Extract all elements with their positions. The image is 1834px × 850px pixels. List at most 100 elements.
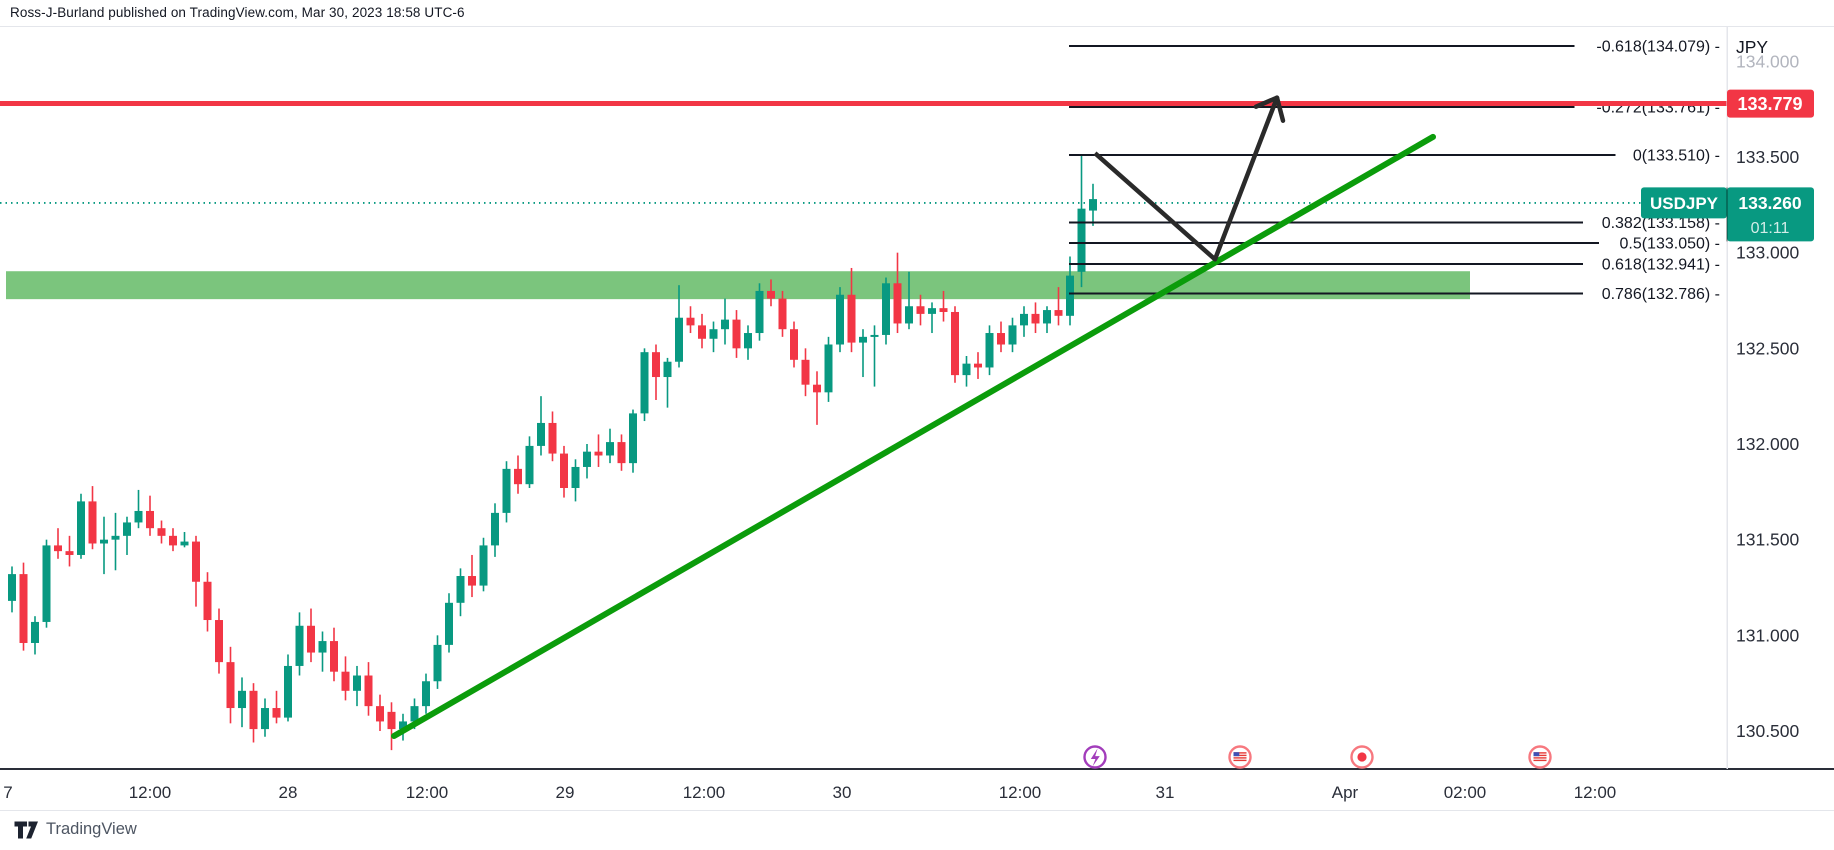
candlestick — [767, 290, 775, 299]
symbol-badge-label: USDJPY — [1650, 194, 1719, 213]
price-axis-label: 132.000 — [1736, 434, 1800, 454]
candlestick — [31, 621, 39, 643]
candlestick — [468, 576, 476, 586]
candlestick — [88, 501, 97, 544]
candlestick — [755, 290, 764, 334]
candlestick — [606, 442, 614, 456]
candlestick — [295, 625, 304, 666]
tradingview-logo-icon — [14, 821, 38, 838]
candlestick — [514, 468, 522, 485]
candlestick — [422, 681, 430, 707]
candlestick-chart-svg[interactable]: -0.618(134.079) --0.272(133.761) -0(133.… — [0, 27, 1834, 810]
candlestick — [261, 708, 269, 730]
time-axis-label: 12:00 — [683, 783, 726, 802]
candlestick — [1077, 208, 1086, 272]
candlestick — [870, 334, 879, 337]
candlestick — [928, 308, 936, 314]
fib-level-label: 0.618(132.941) - — [1602, 256, 1720, 273]
tradingview-logo[interactable]: TradingView — [14, 820, 137, 839]
support-zone-rect[interactable] — [6, 271, 1470, 300]
candlestick — [169, 535, 177, 546]
candlestick — [491, 512, 499, 546]
candlestick — [42, 545, 51, 622]
flag-stripe — [1233, 754, 1247, 757]
candlestick — [215, 620, 223, 663]
price-axis-label: 134.000 — [1736, 51, 1800, 71]
us-flag-event-icon[interactable] — [1228, 745, 1252, 769]
candlestick — [157, 528, 166, 536]
price-axis-label: 132.500 — [1736, 338, 1800, 358]
candlestick — [1008, 325, 1017, 345]
bar-countdown: 01:11 — [1751, 220, 1790, 237]
time-axis-label: 30 — [833, 783, 852, 802]
footer-bar: TradingView — [0, 810, 1834, 850]
candlestick — [353, 675, 361, 691]
candlestick — [502, 468, 511, 513]
lightning-bolt-glyph — [1090, 748, 1100, 767]
candlestick — [376, 706, 384, 722]
time-axis-label: 12:00 — [406, 783, 449, 802]
candlestick — [1043, 310, 1051, 324]
flag-canton — [1533, 752, 1540, 757]
candlestick — [824, 344, 833, 393]
candlestick — [330, 641, 338, 672]
candlestick — [790, 329, 798, 360]
last-price-value: 133.260 — [1738, 193, 1802, 213]
candlestick — [836, 294, 844, 345]
alert-price-value: 133.779 — [1737, 94, 1802, 114]
price-axis-label: 133.500 — [1736, 147, 1800, 167]
candlestick — [192, 541, 200, 582]
candlestick — [8, 574, 16, 601]
candlestick — [387, 711, 396, 730]
alert-price-badge[interactable] — [1727, 89, 1814, 118]
price-scale[interactable] — [1727, 27, 1834, 769]
candlestick — [445, 602, 453, 645]
publication-title: Ross-J-Burland published on TradingView.… — [10, 5, 465, 20]
candlestick — [537, 422, 545, 446]
tradingview-logo-text: TradingView — [46, 820, 137, 838]
time-axis-label: 02:00 — [1444, 783, 1487, 802]
candlestick — [709, 329, 718, 339]
time-axis-label: 31 — [1156, 783, 1175, 802]
candlestick — [134, 510, 143, 523]
fib-level-label: 0.5(133.050) - — [1619, 236, 1720, 253]
candlestick — [111, 535, 120, 540]
candlestick — [686, 317, 695, 326]
candlestick — [318, 641, 327, 653]
candlestick — [1031, 313, 1040, 324]
candlestick — [744, 333, 752, 349]
candlestick — [1089, 199, 1097, 211]
ascending-trendline[interactable] — [391, 133, 1436, 739]
candlestick — [560, 453, 568, 489]
candlestick — [962, 363, 971, 376]
flag-canton — [1233, 752, 1240, 757]
candlestick — [617, 442, 626, 464]
symbol-badge[interactable] — [1641, 187, 1727, 219]
time-axis-label: Apr — [1332, 783, 1359, 802]
candlestick — [456, 576, 465, 603]
us-flag-event-icon[interactable] — [1528, 745, 1552, 769]
last-price-badge[interactable] — [1727, 187, 1814, 242]
flag-stripe — [1233, 752, 1247, 754]
fib-level-label: -0.618(134.079) - — [1596, 39, 1720, 56]
price-axis-label: 130.500 — [1736, 721, 1800, 741]
chart-canvas[interactable]: -0.618(134.079) - -0.272(133.761) -0(133.… — [0, 27, 1834, 810]
time-scale[interactable] — [0, 769, 1834, 810]
candlestick — [882, 283, 890, 335]
candlestick — [203, 581, 212, 621]
candlestick — [100, 539, 108, 544]
candlestick — [226, 662, 235, 709]
candlestick — [594, 451, 603, 456]
candlestick — [123, 522, 131, 536]
chart-plot-area[interactable] — [0, 27, 1727, 769]
candlestick — [640, 352, 649, 414]
projection-arrow-path[interactable] — [1093, 96, 1280, 262]
candlestick — [778, 298, 787, 330]
candlestick — [77, 501, 85, 555]
price-axis-label: 131.500 — [1736, 530, 1800, 550]
fib-level-label: 0.786(132.786) - — [1602, 286, 1720, 303]
candlestick — [652, 352, 660, 378]
candlestick — [479, 545, 488, 586]
candlestick — [54, 545, 62, 552]
candlestick — [893, 283, 902, 324]
